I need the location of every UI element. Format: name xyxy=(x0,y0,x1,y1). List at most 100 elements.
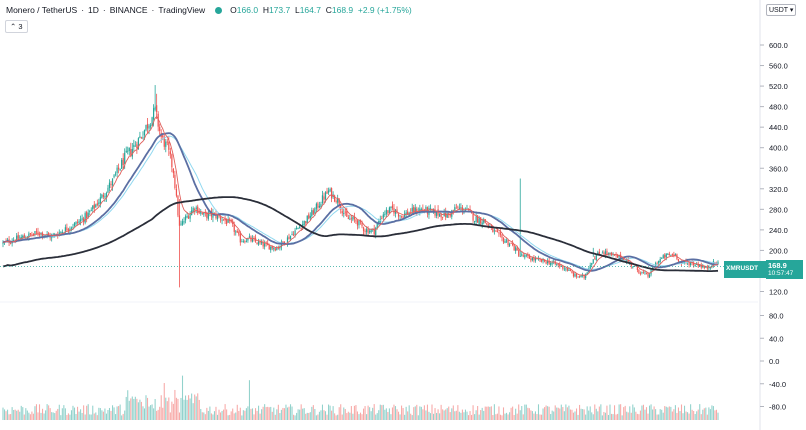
volume-bar xyxy=(203,412,205,420)
candle-body xyxy=(305,221,307,223)
candle-body xyxy=(604,251,607,255)
volume-bar xyxy=(259,413,261,420)
candle-body xyxy=(565,268,567,270)
candle-body xyxy=(487,224,489,227)
volume-bar xyxy=(218,409,220,420)
candle-body xyxy=(540,258,543,262)
candle-body xyxy=(359,221,362,223)
volume-bar xyxy=(291,406,293,420)
candle-body xyxy=(166,141,168,143)
volume-bar xyxy=(197,393,199,420)
volume-bar xyxy=(525,404,527,420)
volume-bar xyxy=(715,409,718,420)
candle-body xyxy=(381,218,383,220)
volume-bar xyxy=(121,415,123,420)
candle-body xyxy=(547,260,549,264)
volume-bar xyxy=(507,414,509,420)
volume-bar xyxy=(153,408,155,420)
volume-bar xyxy=(685,411,687,420)
candle-body xyxy=(502,237,505,243)
volume-bar xyxy=(662,412,664,420)
volume-bar xyxy=(539,414,541,420)
candle-body xyxy=(581,275,584,276)
candle-body xyxy=(317,203,319,208)
candle-body xyxy=(75,221,77,225)
volume-bar xyxy=(3,409,6,420)
volume-bar xyxy=(285,404,287,420)
candle-body xyxy=(402,216,404,219)
volume-bar xyxy=(245,408,247,420)
volume-bar xyxy=(254,408,257,420)
volume-bar xyxy=(571,409,573,420)
candle-body xyxy=(247,238,249,241)
candle-body xyxy=(172,168,174,174)
candle-body xyxy=(178,215,181,226)
candle-body xyxy=(580,275,582,278)
volume-bar xyxy=(474,414,476,420)
volume-bar xyxy=(113,407,115,420)
volume-bar xyxy=(233,413,235,420)
candle-body xyxy=(124,152,126,164)
volume-bar xyxy=(659,409,661,420)
candle-body xyxy=(475,216,477,222)
volume-bar xyxy=(364,406,366,420)
volume-bar xyxy=(667,407,669,420)
candle-body xyxy=(122,158,124,166)
candle-body xyxy=(93,204,95,209)
candle-body xyxy=(195,207,197,210)
interval-label[interactable]: 1D xyxy=(88,5,99,15)
ema-fast-line xyxy=(2,115,719,277)
candle-body xyxy=(37,231,39,235)
volume-tick-label: 40.0 xyxy=(769,334,784,343)
candle-body xyxy=(207,212,209,219)
volume-bar xyxy=(382,404,384,420)
volume-bar xyxy=(363,408,365,420)
volume-bar xyxy=(241,415,243,420)
volume-bar xyxy=(180,397,182,420)
volume-bar xyxy=(585,414,587,420)
volume-bar xyxy=(305,413,307,420)
candle-body xyxy=(575,273,578,277)
volume-bar xyxy=(69,414,71,420)
volume-bar xyxy=(235,412,237,420)
candle-body xyxy=(557,264,559,266)
candle-body xyxy=(543,259,546,262)
candle-body xyxy=(598,251,600,254)
candle-body xyxy=(268,245,270,250)
candle-body xyxy=(627,259,629,263)
candle-body xyxy=(551,262,553,264)
volume-bar xyxy=(212,414,214,420)
volume-bar xyxy=(262,406,264,420)
candle-body xyxy=(175,188,178,196)
volume-bar xyxy=(99,408,101,420)
candle-body xyxy=(343,213,345,214)
candle-body xyxy=(226,220,228,225)
volume-bar xyxy=(565,404,567,420)
candle-body xyxy=(177,195,179,216)
candle-body xyxy=(236,231,238,233)
ma-mid-line xyxy=(2,132,718,272)
candle-body xyxy=(513,244,515,251)
volume-bar xyxy=(271,411,273,420)
volume-bar xyxy=(334,413,336,420)
volume-bar xyxy=(86,405,88,420)
candle-body xyxy=(473,221,476,222)
indicators-toggle-button[interactable]: ⌃ 3 xyxy=(5,20,28,33)
volume-bar xyxy=(396,409,398,420)
volume-bar xyxy=(463,412,465,420)
volume-bar xyxy=(604,412,606,420)
volume-bar xyxy=(469,411,471,420)
volume-bar xyxy=(43,413,45,420)
currency-select[interactable]: USDT ▾ xyxy=(766,4,796,16)
candle-body xyxy=(270,246,272,251)
volume-bar xyxy=(66,414,68,420)
volume-bar xyxy=(647,413,649,420)
volume-bar xyxy=(460,412,462,420)
candle-body xyxy=(259,241,261,243)
candle-body xyxy=(586,272,588,275)
candle-body xyxy=(483,219,485,223)
candle-body xyxy=(327,190,330,193)
candle-body xyxy=(198,212,200,214)
candle-body xyxy=(563,268,565,270)
